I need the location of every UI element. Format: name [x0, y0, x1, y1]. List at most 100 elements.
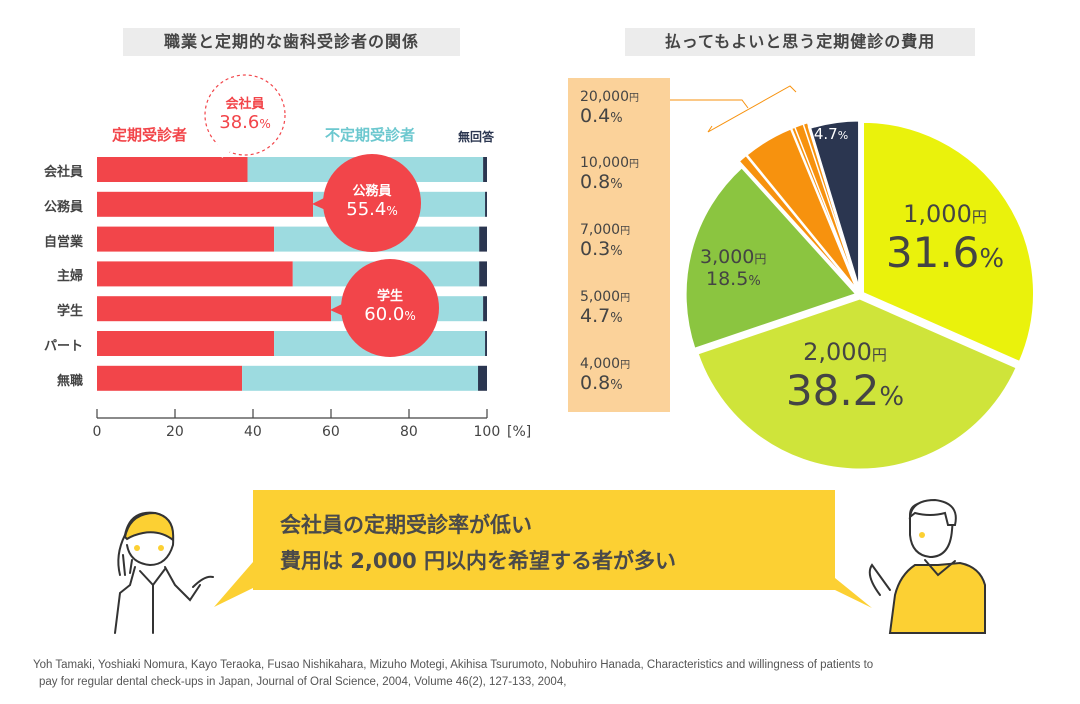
pie-slice [695, 296, 1020, 472]
callout-bubble-kaishain [204, 74, 286, 156]
woman-illustration [114, 511, 214, 634]
legend-pct: 0.4 [580, 105, 611, 127]
callout-value: 55.4 [346, 199, 387, 220]
x-tick-label: 20 [166, 424, 184, 440]
legend-pct-unit: % [610, 311, 623, 326]
bar-no-answer [483, 157, 487, 182]
x-tick-label: 60 [322, 424, 340, 440]
callout-gakusei: 学生 60.0% [350, 285, 430, 325]
legend-yen: 円 [620, 226, 631, 237]
legend-pct-unit: % [610, 177, 623, 192]
category-label: 公務員 [43, 199, 83, 215]
legend-pct: 4.7 [580, 305, 611, 327]
slice-pct: 18.5 [706, 268, 749, 290]
bar-chart-title: 職業と定期的な歯科受診者の関係 [123, 28, 460, 56]
bar-no-answer [485, 331, 487, 356]
citation: Yoh Tamaki, Yoshiaki Nomura, Kayo Teraok… [33, 657, 1063, 691]
slice-amount: 2,000 [803, 338, 872, 366]
slice-pct: 31.6 [885, 228, 980, 277]
legend-amount: 5,000 [580, 289, 621, 305]
bracket-line [707, 85, 797, 133]
pie-slice [807, 118, 862, 293]
callout-value: 60.0 [364, 304, 405, 325]
legend-item-5000: 5,000円 4.7% [580, 286, 630, 327]
pie-slice [746, 128, 857, 289]
bar-regular [97, 261, 293, 287]
pie-slice [683, 164, 860, 352]
callout-value: 38.6 [219, 112, 260, 133]
slice-pct: 4.7 [813, 125, 838, 143]
bar-no-answer [479, 261, 487, 287]
legend-amount: 20,000 [580, 89, 629, 105]
callout-unit: % [386, 204, 398, 218]
slice-pct-unit: % [748, 274, 761, 289]
category-label: 学生 [56, 304, 83, 320]
legend-amount: 4,000 [580, 356, 621, 372]
banner-text: 会社員の定期受診率が低い 費用は 2,000 円以内を希望する者が多い [280, 507, 676, 579]
pie-label-2000: 2,000円 38.2% [770, 338, 920, 415]
category-label: 無職 [56, 373, 83, 389]
pie-slice [861, 119, 1036, 365]
x-tick-label: 0 [92, 424, 102, 440]
legend-regular: 定期受診者 [112, 126, 188, 144]
callout-bubble-gakusei [341, 259, 439, 357]
pie-chart-title: 払ってもよいと思う定期健診の費用 [625, 28, 975, 56]
citation-line-1: Yoh Tamaki, Yoshiaki Nomura, Kayo Teraok… [33, 659, 874, 671]
bar-no-answer [483, 296, 487, 322]
legend-yen: 円 [629, 159, 639, 170]
slice-amount: 1,000 [903, 200, 972, 228]
legend-item-10000: 10,000円 0.8% [580, 152, 639, 193]
bar-regular [97, 365, 243, 391]
speech-bubble-shape [214, 490, 872, 608]
x-tick-label: 100 [473, 424, 501, 440]
legend-yen: 円 [629, 93, 639, 104]
slice-yen: 円 [971, 208, 987, 226]
pie-label-3000: 3,000円 18.5% [700, 246, 800, 290]
slice-pct: 38.2 [785, 366, 880, 415]
legend-pct: 0.8 [580, 171, 611, 193]
category-label: 自営業 [43, 234, 83, 250]
callout-label: 会社員 [225, 97, 265, 112]
callout-tail-koumuin [312, 196, 330, 212]
bar-no-answer [485, 191, 487, 217]
bar-regular [97, 331, 275, 356]
category-label: 会社員 [43, 165, 83, 180]
x-tick-label: 40 [244, 424, 262, 440]
small-slices-legend: 20,000円 0.4% 10,000円 0.8% 7,000円 0.3% 5,000… [568, 78, 670, 412]
category-label: 主婦 [56, 269, 83, 285]
pie-slice [802, 122, 859, 288]
legend-amount: 10,000 [580, 155, 629, 171]
legend-pct-unit: % [610, 244, 623, 259]
callout-koumuin: 公務員 55.4% [332, 180, 412, 220]
callout-tail-gakusei [330, 302, 348, 318]
callout-tail-kaishain [212, 130, 232, 158]
slice-pct-unit: % [837, 129, 849, 142]
slice-amount: 3,000 [700, 246, 755, 268]
pie-label-no-answer: 無回答 4.7% [806, 106, 856, 144]
callout-label: 公務員 [352, 184, 392, 199]
legend-amount: 7,000 [580, 222, 621, 238]
slice-pct-unit: % [979, 244, 1005, 274]
callout-bubble-koumuin [323, 154, 421, 252]
bar-irregular [242, 365, 479, 391]
pie-label-1000: 1,000円 31.6% [880, 200, 1010, 277]
category-label: パート [43, 339, 83, 354]
citation-line-2: pay for regular dental check-ups in Japa… [39, 676, 567, 688]
banner-line-2: 費用は 2,000 円以内を希望する者が多い [280, 549, 677, 573]
x-tick-label: 80 [400, 424, 418, 440]
leader-line [670, 99, 749, 109]
slice-label: 無回答 [812, 109, 849, 123]
legend-item-20000: 20,000円 0.4% [580, 86, 639, 127]
bar-regular [97, 296, 331, 322]
banner-line-1: 会社員の定期受診率が低い [280, 513, 532, 537]
bar-no-answer [478, 365, 487, 391]
callout-label: 学生 [376, 289, 403, 304]
legend-pct: 0.8 [580, 372, 611, 394]
callout-unit: % [404, 309, 416, 323]
callout-kaishain: 会社員 38.6% [205, 93, 285, 133]
x-axis-unit: [%] [507, 424, 532, 440]
bar-regular [97, 226, 275, 252]
legend-pct-unit: % [610, 378, 623, 393]
legend-yen: 円 [620, 360, 631, 371]
